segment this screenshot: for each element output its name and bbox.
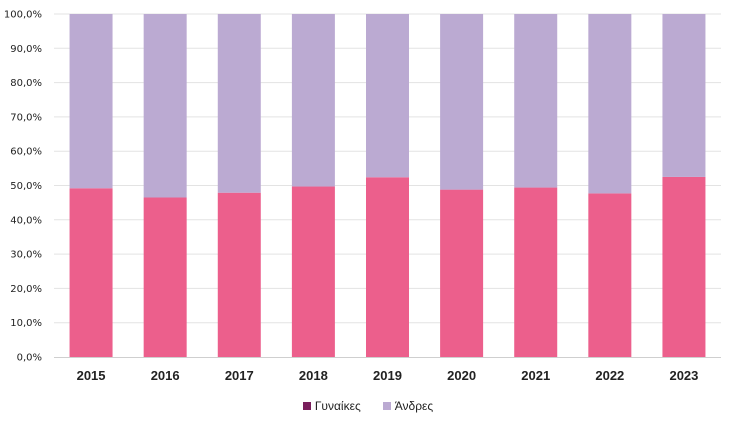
y-tick-label: 10,0% (10, 318, 42, 329)
bar-women (291, 186, 335, 357)
x-tick-label: 2017 (225, 368, 254, 383)
bar-men (217, 14, 261, 193)
bar-men (143, 14, 187, 198)
legend-item-women: Γυναίκες (302, 399, 361, 413)
bar-men (69, 14, 113, 189)
x-tick-label: 2016 (151, 368, 180, 383)
bar-women (588, 193, 632, 357)
x-tick-label: 2023 (669, 368, 698, 383)
legend-swatch-women (302, 402, 311, 410)
legend-label-men: Άνδρες (394, 399, 434, 413)
y-tick-label: 50,0% (10, 181, 42, 192)
bar-men (366, 14, 409, 178)
x-tick-label: 2020 (447, 368, 476, 383)
legend-item-men: Άνδρες (382, 399, 434, 413)
bar-men (588, 14, 632, 194)
y-tick-label: 40,0% (10, 215, 42, 226)
bar-women (143, 197, 187, 357)
bar-women (662, 176, 706, 357)
y-tick-label: 30,0% (10, 250, 42, 261)
y-tick-label: 80,0% (10, 78, 42, 89)
bar-men (291, 14, 335, 187)
stacked-bar-chart: 0,0% 10,0% 20,0% 30,0% 40,0% 50,0% 60,0% 70,0% 8… (4, 10, 721, 383)
bar-men (662, 14, 706, 177)
bar-women (217, 192, 261, 357)
y-tick-label: 0,0% (17, 353, 42, 364)
legend-swatch-men (382, 402, 391, 410)
bar-women (69, 188, 113, 357)
x-tick-label: 2022 (595, 368, 624, 383)
y-tick-label: 70,0% (10, 112, 42, 123)
x-tick-label: 2018 (299, 368, 328, 383)
legend: Γυναίκες Άνδρες (0, 399, 736, 413)
x-tick-label: 2019 (373, 368, 402, 383)
y-tick-label: 90,0% (10, 44, 42, 55)
bar-women (366, 177, 409, 357)
bar-men (514, 14, 558, 188)
bar-men (440, 14, 484, 190)
y-tick-label: 20,0% (10, 284, 42, 295)
bar-women (440, 189, 484, 357)
y-tick-label: 60,0% (10, 147, 42, 158)
x-tick-label: 2021 (521, 368, 550, 383)
y-tick-label: 100,0% (4, 10, 42, 21)
bar-women (514, 187, 558, 357)
x-tick-label: 2015 (77, 368, 106, 383)
legend-label-women: Γυναίκες (314, 399, 361, 413)
